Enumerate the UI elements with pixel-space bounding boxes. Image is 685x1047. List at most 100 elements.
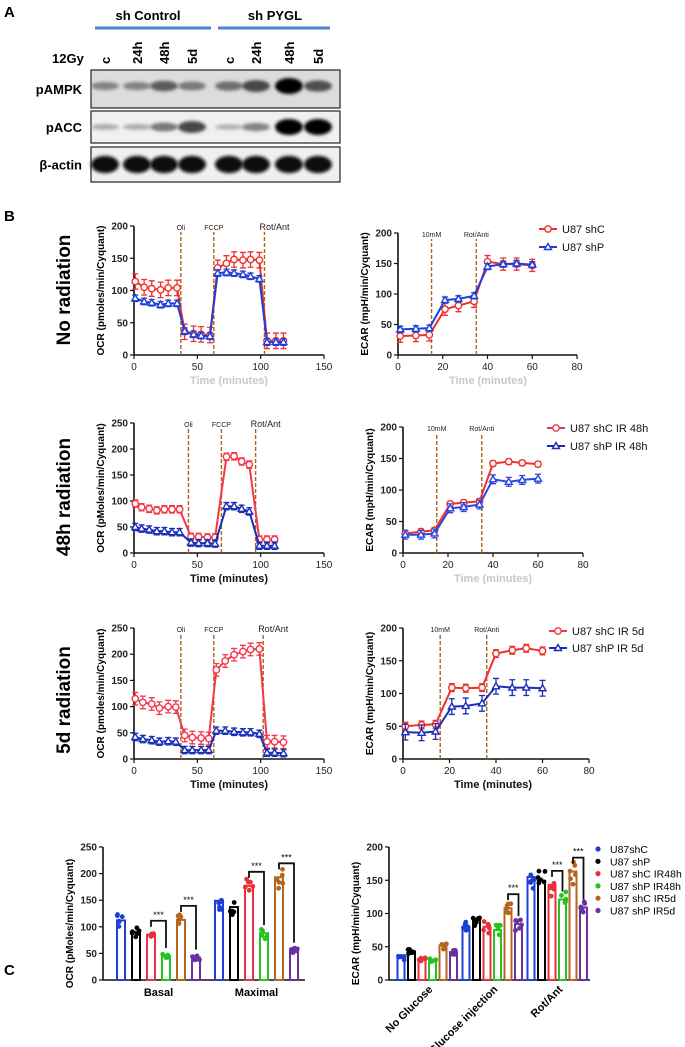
data-point-triangle [187,745,197,754]
data-dot [572,872,578,878]
data-point-circle [152,506,161,515]
x-tick-label: 100 [252,766,269,777]
injection-label: 10mM [427,426,447,433]
data-point-triangle [188,329,199,338]
protein-band [242,122,270,132]
y-tick-label: 200 [111,650,128,661]
injection-label: 10mM [422,232,442,239]
y-tick-label: 100 [111,702,128,713]
data-dot [119,914,125,920]
data-point-circle [160,505,169,514]
panel-b-letter: B [4,208,15,225]
data-dot [472,920,478,925]
y-tick-label: 100 [375,290,392,301]
data-point-circle [245,460,254,469]
data-dot [229,908,235,914]
data-dot [280,866,285,872]
data-point-triangle [221,267,232,276]
y-tick-label: 100 [380,689,397,700]
data-dot [530,885,536,891]
data-point-triangle [440,295,450,304]
data-point-circle [504,457,513,466]
protein-band [150,155,178,174]
data-point-triangle [254,540,265,549]
data-dot [463,919,469,925]
row-label: No radiation [54,235,75,346]
y-tick-label: 50 [86,949,98,960]
data-dot [464,927,470,933]
data-dot [428,958,434,964]
series-1 [130,725,289,758]
legend-label: U87 shP IR 5d [572,643,643,655]
x-tick-label: 60 [532,560,544,571]
blot-strip-2: β-actin [39,146,341,183]
y-axis-label: OCR (pMoles/min/Cyquant) [65,859,76,988]
data-point-triangle [196,330,206,339]
data-point-triangle [167,527,177,536]
significance-label: *** [573,847,584,857]
data-point-triangle [511,258,522,267]
data-point-triangle [469,290,479,300]
data-dot [250,883,256,889]
bar [537,879,546,981]
data-dot [496,923,501,929]
data-point-circle [222,259,231,268]
y-tick-label: 200 [80,869,97,880]
legend-label: U87 shP IR48h [610,881,681,893]
injection-label: 10mM [430,627,450,634]
legend-label: U87 shC IR48h [610,869,682,881]
data-point-circle [171,703,180,712]
data-point-triangle [269,540,280,549]
bar [514,923,523,982]
data-dot [177,916,183,922]
bar [493,929,502,981]
y-tick-label: 200 [380,624,397,635]
protein-band [91,81,119,91]
data-dot [244,876,249,882]
significance-label: *** [552,860,563,870]
data-point-triangle [551,441,561,450]
data-point-triangle [262,747,272,756]
x-tick-label: 100 [252,560,269,571]
data-dot [477,915,482,921]
x-tick-label: 50 [192,766,204,777]
data-dot [246,887,252,893]
lane-label: 5d [185,49,200,64]
x-tick-label: 20 [437,362,449,373]
significance-label: *** [508,883,519,893]
bar [472,918,481,981]
bar [526,875,536,981]
protein-band [304,155,332,174]
blot-label: pAMPK [36,82,83,97]
data-point-triangle [229,726,239,735]
bar [547,883,557,982]
protein-band [91,155,119,174]
data-point-circle [173,284,181,292]
data-dot [519,922,524,928]
y-tick-label: 150 [375,259,392,270]
bar [214,899,224,981]
data-dot [418,958,424,964]
y-tick-label: 50 [117,318,129,329]
bar [579,906,588,982]
data-point-circle [147,700,156,708]
data-point-triangle [527,259,537,268]
data-point-circle [131,499,140,508]
y-tick-label: 200 [366,843,383,854]
x-tick-label: 0 [131,560,137,571]
x-tick-label: 0 [395,362,401,373]
data-point-triangle [278,337,289,346]
data-point-circle [411,331,420,340]
y-tick-label: 150 [111,254,128,265]
data-point-circle [164,702,173,711]
data-point-triangle [147,297,157,306]
data-point-circle [489,459,497,468]
data-point-circle [270,737,279,746]
significance-bracket [278,862,295,943]
x-tick-label: 50 [192,560,204,571]
injection-label: Oli [177,627,186,634]
data-point-triangle [163,298,173,307]
data-point-circle [246,645,255,654]
protein-band [178,155,206,174]
